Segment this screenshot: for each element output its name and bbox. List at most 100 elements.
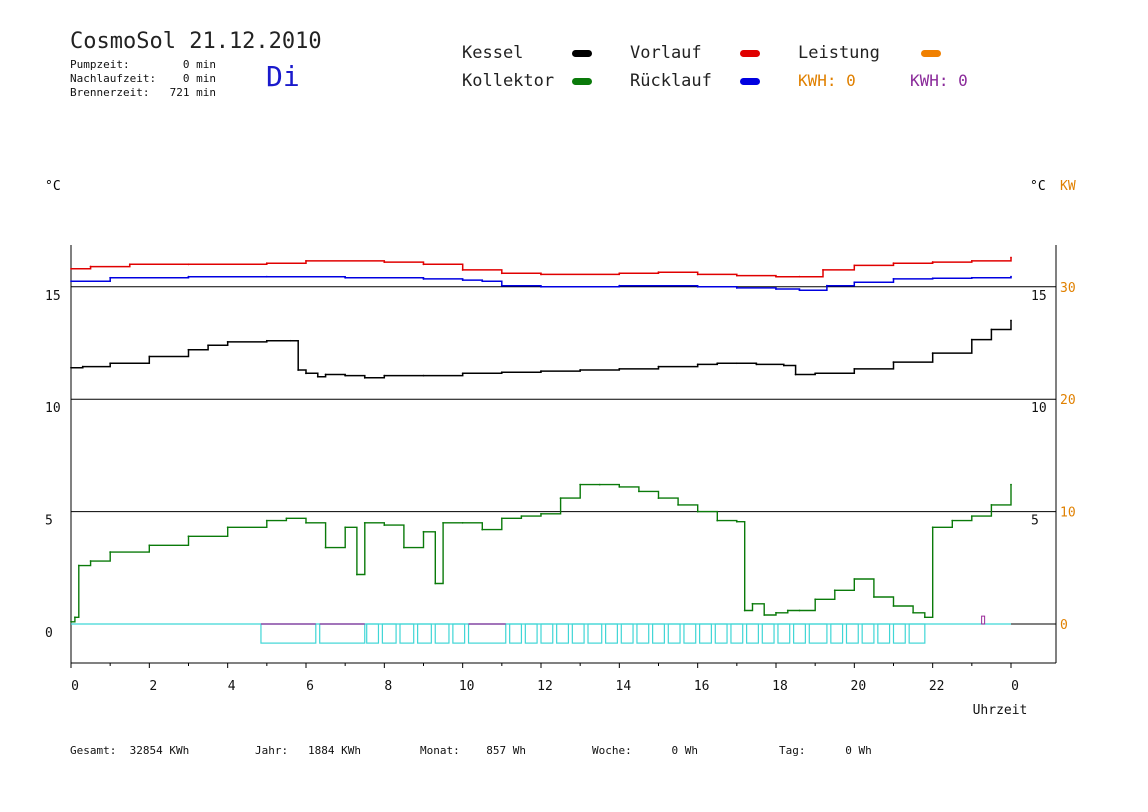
data-point-kollektor	[187, 535, 190, 538]
data-point-kollektor	[833, 589, 836, 592]
legend-kollektor-swatch	[572, 78, 592, 85]
footer-label: Gesamt:	[70, 744, 117, 757]
stat-label: Pumpzeit:	[70, 58, 130, 71]
data-point-ruecklauf	[618, 284, 621, 287]
data-point-kollektor	[798, 609, 801, 612]
y-tick-label-left: 10	[45, 401, 61, 416]
data-point-kollektor	[461, 521, 464, 524]
pump-pulse	[667, 623, 681, 644]
data-point-kessel	[422, 374, 425, 377]
pump-pulse	[730, 623, 744, 644]
data-point-vorlauf	[305, 260, 307, 262]
data-point-kollektor	[751, 602, 754, 605]
data-point-ruecklauf	[931, 277, 934, 280]
data-point-kessel	[716, 362, 719, 365]
data-point-vorlauf	[540, 273, 542, 276]
data-point-kollektor	[814, 598, 817, 601]
data-point-kollektor	[775, 611, 777, 614]
data-point-kollektor	[89, 560, 92, 562]
legend-kwh-purple: KWH: 0	[910, 71, 968, 91]
stat-label: Brennerzeit:	[70, 86, 150, 99]
x-tick-label: 2	[149, 679, 157, 694]
pump-pulse	[319, 623, 366, 644]
data-point-kessel	[109, 362, 112, 365]
pump-pulse	[861, 623, 875, 644]
series-line-kessel	[71, 320, 1012, 379]
data-point-vorlauf	[735, 274, 738, 277]
data-point-vorlauf	[187, 263, 190, 266]
data-point-vorlauf	[696, 273, 699, 276]
y-tick-label-right-c: 5	[1031, 514, 1039, 529]
data-point-kessel	[794, 373, 797, 376]
data-point-kessel	[735, 362, 738, 365]
data-point-vorlauf	[383, 261, 386, 263]
pump-pulse	[381, 623, 397, 644]
pump-pulse	[399, 623, 415, 644]
pump-alt-marker	[981, 615, 986, 625]
x-tick-label: 22	[929, 679, 945, 694]
data-point-kessel	[324, 373, 327, 376]
data-point-kessel	[363, 376, 366, 379]
series-line-ruecklauf	[71, 275, 1012, 291]
data-point-kessel	[305, 372, 307, 375]
data-point-kessel	[461, 372, 464, 375]
data-point-kollektor	[735, 520, 738, 523]
data-point-kollektor	[912, 611, 914, 614]
x-tick-label: 18	[772, 679, 788, 694]
y-tick-label-right-kw: 0	[1060, 618, 1068, 633]
data-point-kollektor	[696, 510, 699, 513]
data-point-vorlauf	[1010, 256, 1012, 259]
y-tick-label-left: 15	[45, 289, 61, 304]
data-point-kollektor	[383, 524, 386, 526]
footer-monat: Monat: 857 Wh	[420, 744, 526, 757]
data-point-kollektor	[285, 517, 288, 520]
data-point-vorlauf	[89, 265, 92, 268]
data-point-ruecklauf	[187, 275, 190, 278]
data-point-kollektor	[618, 485, 621, 488]
data-point-kollektor	[677, 503, 679, 506]
kwh-value: 0	[846, 71, 856, 90]
data-point-vorlauf	[970, 260, 973, 262]
pump-pulse	[467, 623, 507, 644]
data-point-kollektor	[638, 490, 640, 493]
pump-pulse	[683, 623, 697, 644]
data-point-vorlauf	[70, 267, 72, 270]
data-point-ruecklauf	[735, 287, 738, 289]
legend-leistung-swatch	[921, 50, 941, 57]
data-point-kessel	[148, 355, 151, 358]
kwh-label: KWH:	[798, 71, 837, 90]
data-point-kessel	[657, 365, 660, 368]
data-point-kollektor	[951, 519, 954, 522]
data-point-vorlauf	[265, 262, 268, 265]
data-point-kollektor	[970, 515, 973, 517]
pump-pulse	[556, 623, 570, 644]
data-point-kollektor	[344, 526, 347, 529]
x-tick-label: 8	[384, 679, 392, 694]
y-tick-label-right-c: 15	[1031, 289, 1047, 304]
data-point-kessel	[696, 363, 699, 366]
footer-label: Tag:	[779, 744, 806, 757]
data-point-kessel	[540, 370, 542, 372]
data-point-ruecklauf	[422, 278, 425, 280]
data-point-vorlauf	[422, 263, 425, 266]
legend-leistung-label: Leistung	[798, 43, 880, 63]
data-point-kollektor	[324, 546, 327, 549]
legend-vorlauf-label: Vorlauf	[630, 43, 702, 63]
legend-kessel-swatch	[572, 50, 592, 57]
data-point-kessel	[383, 374, 386, 377]
legend-kessel-label: Kessel	[462, 43, 524, 63]
pump-pulse	[540, 623, 554, 644]
weekday-label: Di	[266, 60, 300, 93]
pump-pulse	[509, 623, 523, 644]
pump-pulse	[699, 623, 712, 644]
data-point-kessel	[70, 366, 72, 369]
data-point-vorlauf	[657, 271, 660, 274]
data-point-kessel	[226, 340, 229, 343]
pump-pulse	[636, 623, 650, 644]
data-point-kollektor	[873, 596, 875, 598]
data-point-kollektor	[77, 564, 80, 567]
data-point-kollektor	[74, 616, 76, 619]
stat-nachlaufzeit: Nachlaufzeit: 0 min	[70, 72, 216, 85]
data-point-ruecklauf	[540, 285, 542, 288]
footer-value: 0 Wh	[845, 744, 872, 757]
